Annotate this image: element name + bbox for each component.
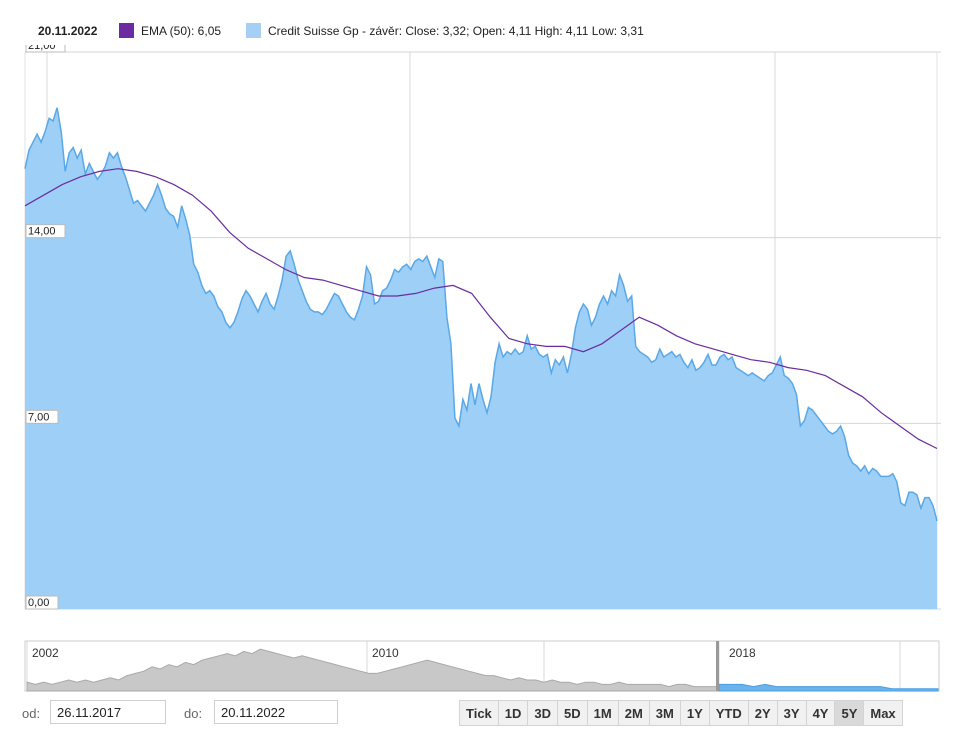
zoom-button-2m[interactable]: 2M [617, 700, 650, 726]
y-tick-box [25, 224, 66, 239]
zoom-button-5y[interactable]: 5Y [834, 700, 865, 726]
y-tick-text: 21,00 [28, 45, 56, 52]
zoom-button-3d[interactable]: 3D [527, 700, 559, 726]
y-tick-text: 14,00 [28, 226, 56, 238]
price-line [24, 107, 938, 522]
zoom-button-3y[interactable]: 3Y [776, 700, 807, 726]
navigator-history-area [26, 648, 720, 692]
zoom-button-5d[interactable]: 5D [557, 700, 588, 726]
zoom-button-2y[interactable]: 2Y [747, 700, 778, 726]
navigator-left-handle [716, 641, 719, 691]
navigator-year-label: 2002 [32, 646, 59, 660]
y-tick-text: 7,00 [28, 411, 49, 423]
price-swatch [246, 23, 261, 38]
ema-line [24, 168, 938, 450]
navigator-year-label: 2018 [729, 646, 756, 660]
zoom-button-4y[interactable]: 4Y [805, 700, 836, 726]
navigator-chart[interactable]: 2002 2010 2018 [0, 635, 963, 693]
y-tick-label: 7,00 [25, 409, 59, 424]
zoom-button-tick[interactable]: Tick [459, 700, 499, 726]
price-legend-label: Credit Suisse Gp - závěr: Close: 3,32; O… [268, 24, 644, 38]
from-label: od: [22, 706, 41, 721]
date-range: od: do: [0, 700, 450, 730]
zoom-buttons: Tick 1D 3D 5D 1M 2M 3M 1Y YTD 2Y 3Y 4Y 5Y Max [459, 700, 903, 726]
y-tick-label: 0,00 [25, 595, 59, 610]
to-date-input[interactable] [214, 700, 338, 724]
navigator-selected-area [718, 683, 939, 692]
chart-legend: 20.11.2022 EMA (50): 6,05 Credit Suisse … [0, 17, 963, 47]
zoom-button-1d[interactable]: 1D [497, 700, 529, 726]
from-date-input[interactable] [50, 700, 166, 724]
y-tick-box [25, 409, 59, 424]
y-tick-label: 21,00 [25, 45, 66, 53]
ema-swatch [119, 23, 134, 38]
legend-date: 20.11.2022 [38, 24, 98, 38]
y-tick-box [25, 45, 66, 53]
y-tick-label: 14,00 [25, 224, 66, 239]
price-chart[interactable]: 0,00 7,00 14,00 21,00 [0, 45, 963, 620]
zoom-button-1m[interactable]: 1M [586, 700, 619, 726]
y-tick-text: 0,00 [28, 597, 49, 609]
zoom-button-max[interactable]: Max [863, 700, 903, 726]
zoom-button-ytd[interactable]: YTD [708, 700, 749, 726]
navigator-year-label: 2010 [372, 646, 399, 660]
price-area [25, 107, 937, 609]
y-tick-box [25, 595, 59, 610]
zoom-button-3m[interactable]: 3M [648, 700, 681, 726]
zoom-button-1y[interactable]: 1Y [679, 700, 710, 726]
to-label: do: [184, 706, 203, 721]
ema-legend-label: EMA (50): 6,05 [141, 24, 222, 38]
